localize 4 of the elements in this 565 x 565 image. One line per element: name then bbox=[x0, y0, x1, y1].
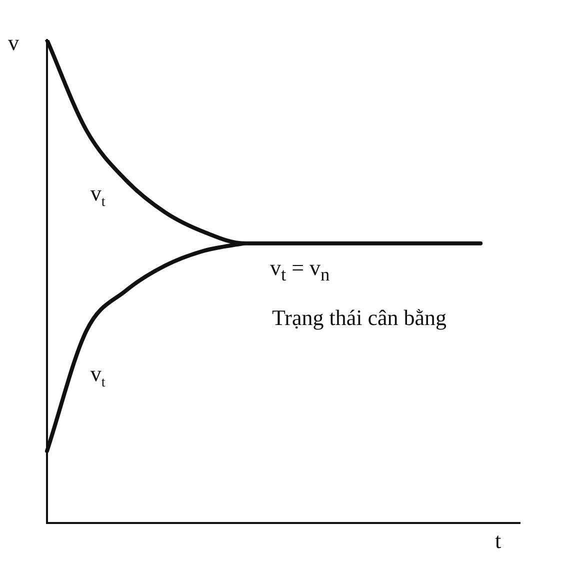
annotation: Trạng thái cân bằng bbox=[272, 305, 447, 331]
annotation: v$_{t}$ = v$_{n}$ bbox=[270, 255, 330, 286]
x-axis-title: t bbox=[495, 528, 502, 554]
y-axis-title: v bbox=[8, 30, 19, 56]
